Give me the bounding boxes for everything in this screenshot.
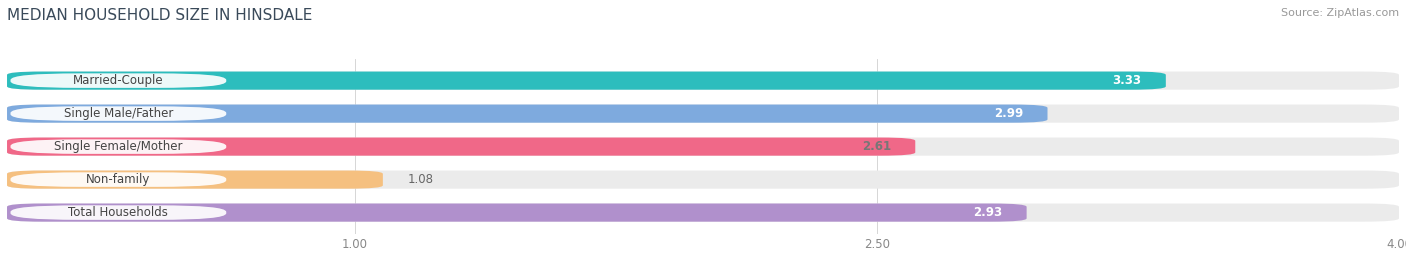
FancyBboxPatch shape	[10, 205, 226, 220]
FancyBboxPatch shape	[7, 72, 1166, 90]
Text: Single Male/Father: Single Male/Father	[63, 107, 173, 120]
FancyBboxPatch shape	[10, 73, 226, 88]
FancyBboxPatch shape	[7, 171, 382, 189]
Text: MEDIAN HOUSEHOLD SIZE IN HINSDALE: MEDIAN HOUSEHOLD SIZE IN HINSDALE	[7, 8, 312, 23]
FancyBboxPatch shape	[7, 171, 1399, 189]
Text: Non-family: Non-family	[86, 173, 150, 186]
Text: Married-Couple: Married-Couple	[73, 74, 163, 87]
Text: 2.93: 2.93	[973, 206, 1002, 219]
FancyBboxPatch shape	[7, 137, 915, 156]
Text: 2.61: 2.61	[862, 140, 891, 153]
FancyBboxPatch shape	[7, 204, 1026, 222]
FancyBboxPatch shape	[7, 72, 1399, 90]
FancyBboxPatch shape	[10, 139, 226, 154]
Text: 3.33: 3.33	[1112, 74, 1142, 87]
Text: Source: ZipAtlas.com: Source: ZipAtlas.com	[1281, 8, 1399, 18]
FancyBboxPatch shape	[7, 137, 1399, 156]
FancyBboxPatch shape	[7, 105, 1399, 123]
FancyBboxPatch shape	[10, 106, 226, 121]
FancyBboxPatch shape	[7, 204, 1399, 222]
Text: Total Households: Total Households	[69, 206, 169, 219]
FancyBboxPatch shape	[10, 172, 226, 187]
Text: 2.99: 2.99	[994, 107, 1024, 120]
Text: Single Female/Mother: Single Female/Mother	[55, 140, 183, 153]
FancyBboxPatch shape	[7, 105, 1047, 123]
Text: 1.08: 1.08	[408, 173, 433, 186]
